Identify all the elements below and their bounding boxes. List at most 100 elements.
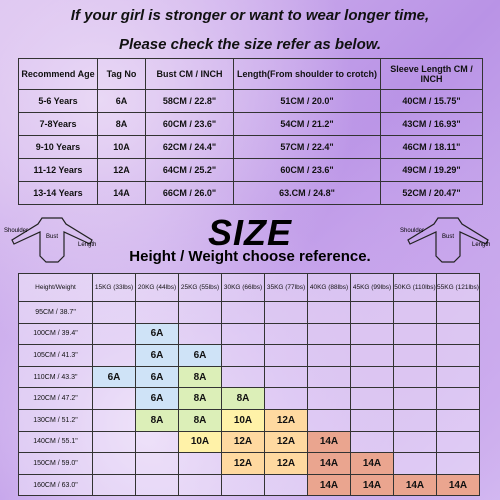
table-cell: 66CM / 26.0" — [145, 181, 234, 205]
table-row: 105CM / 41.3" 6A 6A — [18, 344, 480, 367]
table-cell: 14A — [97, 181, 146, 205]
size-cell — [264, 365, 308, 389]
size-cell — [307, 408, 351, 432]
size-cell: 6A — [135, 387, 179, 410]
table-cell: 7-8Years — [18, 112, 98, 136]
size-cell — [436, 452, 480, 475]
size-cell — [178, 301, 222, 324]
size-cell: 14A — [307, 452, 351, 475]
table-cell: 60CM / 23.6" — [145, 112, 234, 136]
table-cell: 51CM / 20.0" — [233, 89, 381, 113]
size-cell — [92, 452, 136, 475]
size-cell — [92, 430, 136, 454]
table-cell: 46CM / 18.11" — [380, 135, 483, 159]
size-cell — [436, 344, 480, 367]
weight-header: 20KG (44lbs) — [135, 273, 179, 302]
table-cell: 62CM / 24.4" — [145, 135, 234, 159]
table-cell: 54CM / 21.2" — [233, 112, 381, 136]
subtitle: Height / Weight choose reference. — [129, 248, 371, 265]
weight-header: 25KG (55lbs) — [178, 273, 222, 302]
table-row: 120CM / 47.2" 6A 8A 8A — [18, 387, 480, 410]
size-cell: 8A — [135, 408, 179, 432]
size-cell: 14A — [350, 452, 394, 475]
size-cell — [436, 430, 480, 454]
size-cell: 8A — [178, 408, 222, 432]
table-cell: 60CM / 23.6" — [233, 158, 381, 182]
size-cell — [221, 322, 265, 346]
size-cell: 8A — [178, 387, 222, 410]
table-cell: 40CM / 15.75" — [380, 89, 483, 113]
figure-label: Bust — [46, 234, 58, 240]
size-cell: 8A — [221, 387, 265, 410]
table-row: 7-8Years 8A 60CM / 23.6" 54CM / 21.2" 43CM /… — [18, 112, 483, 136]
height-label: 120CM / 47.2" — [18, 387, 93, 410]
height-label: 160CM / 63.0" — [18, 473, 93, 497]
weight-header: 50KG (110lbs) — [393, 273, 437, 302]
size-cell: 12A — [264, 452, 308, 475]
size-table: Recommend Age Tag No Bust CM / INCH Length(… — [18, 58, 483, 205]
header-line: If your girl is stronger or want to wear… — [70, 7, 430, 24]
table-cell: 6A — [97, 89, 146, 113]
table-cell: 10A — [97, 135, 146, 159]
size-cell — [393, 301, 437, 324]
size-title: SIZE — [207, 212, 292, 253]
figure-label: Length — [472, 242, 490, 248]
table-row: 110CM / 43.3" 6A 6A 8A — [18, 365, 480, 389]
table-row: 5-6 Years 6A 58CM / 22.8" 51CM / 20.0" 40CM … — [18, 89, 483, 113]
size-cell — [178, 322, 222, 346]
size-cell — [135, 301, 179, 324]
size-cell — [350, 322, 394, 346]
size-cell — [307, 322, 351, 346]
size-cell — [264, 344, 308, 367]
table-row: 150CM / 59.0" 12A 12A 14A 14A — [18, 452, 480, 475]
size-cell: 6A — [178, 344, 222, 367]
size-cell — [350, 301, 394, 324]
size-cell — [221, 301, 265, 324]
size-cell: 6A — [92, 365, 136, 389]
table-cell: 57CM / 22.4" — [233, 135, 381, 159]
size-cell — [307, 387, 351, 410]
table-cell: 9-10 Years — [18, 135, 98, 159]
size-cell — [393, 322, 437, 346]
weight-header: 45KG (99lbs) — [350, 273, 394, 302]
figure-label: Shoulder — [400, 228, 424, 234]
height-label: 110CM / 43.3" — [18, 365, 93, 389]
size-cell — [350, 408, 394, 432]
size-cell — [92, 344, 136, 367]
table-cell: 12A — [97, 158, 146, 182]
size-cell — [135, 473, 179, 497]
header-line: Please check the size refer as below. — [118, 36, 382, 53]
table-row: 9-10 Years 10A 62CM / 24.4" 57CM / 22.4" 46C… — [18, 135, 483, 159]
size-cell — [92, 408, 136, 432]
weight-header: 55KG (121lbs) — [436, 273, 480, 302]
table-row: 130CM / 51.2" 8A 8A 10A 12A — [18, 408, 480, 432]
size-cell — [436, 365, 480, 389]
size-cell — [221, 365, 265, 389]
column-header: Sleeve Length CM / INCH — [380, 58, 483, 90]
weight-header: 30KG (66lbs) — [221, 273, 265, 302]
size-cell — [350, 430, 394, 454]
size-cell: 12A — [264, 430, 308, 454]
size-cell — [178, 452, 222, 475]
size-cell: 12A — [221, 430, 265, 454]
size-cell — [393, 387, 437, 410]
size-cell — [393, 408, 437, 432]
table-cell: 64CM / 25.2" — [145, 158, 234, 182]
size-cell: 14A — [393, 473, 437, 497]
size-cell — [92, 322, 136, 346]
reference-table: Height/Weight 15KG (33lbs) 20KG (44lbs) 25K… — [18, 273, 480, 497]
size-cell — [221, 344, 265, 367]
table-row: 160CM / 63.0" 14A 14A 14A 14A — [18, 473, 480, 497]
size-cell — [92, 473, 136, 497]
garment-figure: Shoulder Bust Length — [4, 217, 96, 263]
size-cell: 6A — [135, 322, 179, 346]
column-header: Tag No — [97, 58, 146, 90]
size-cell: 14A — [307, 473, 351, 497]
size-cell: 14A — [307, 430, 351, 454]
size-cell: 8A — [178, 365, 222, 389]
size-cell: 14A — [350, 473, 394, 497]
size-cell — [307, 365, 351, 389]
size-cell: 14A — [436, 473, 480, 497]
table-row: 140CM / 55.1" 10A 12A 12A 14A — [18, 430, 480, 454]
table-cell: 5-6 Years — [18, 89, 98, 113]
